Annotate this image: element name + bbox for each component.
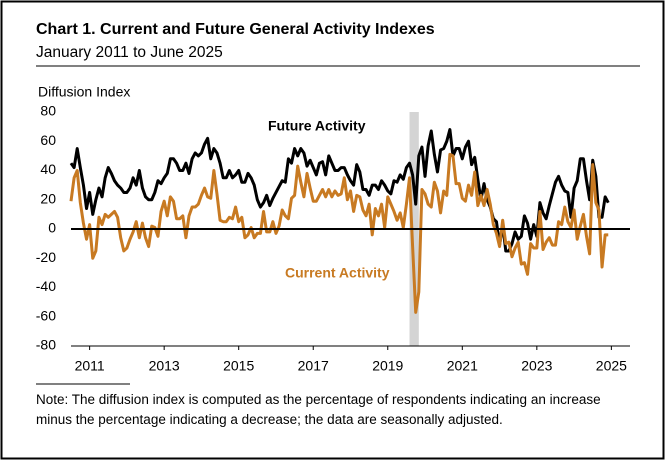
x-tick-label: 2021 bbox=[447, 358, 478, 374]
x-tick-label: 2015 bbox=[223, 358, 254, 374]
x-tick-label: 2025 bbox=[596, 358, 627, 374]
y-tick-label: 80 bbox=[40, 103, 56, 119]
x-tick-label: 2017 bbox=[298, 358, 329, 374]
x-tick-label: 2019 bbox=[372, 358, 403, 374]
x-tick-label: 2023 bbox=[521, 358, 552, 374]
series-line bbox=[69, 152, 609, 314]
y-tick-label: 40 bbox=[40, 161, 56, 177]
x-tick-label: 2011 bbox=[75, 358, 105, 374]
y-axis-label: Diffusion Index bbox=[38, 84, 130, 100]
series-label: Current Activity bbox=[285, 265, 390, 281]
y-tick-label: -20 bbox=[36, 249, 56, 265]
y-tick-label: -40 bbox=[36, 278, 56, 294]
series-line bbox=[69, 128, 610, 253]
y-tick-label: 0 bbox=[48, 220, 56, 236]
y-tick-label: 20 bbox=[40, 190, 56, 206]
chart-subtitle: January 2011 to June 2025 bbox=[36, 44, 223, 61]
x-tick-label: 2013 bbox=[149, 358, 180, 374]
note: Note: The diffusion index is computed as… bbox=[36, 392, 601, 427]
chart-title: Chart 1. Current and Future General Acti… bbox=[36, 21, 435, 38]
series-label: Future Activity bbox=[268, 118, 366, 134]
y-tick-label: -80 bbox=[36, 337, 56, 353]
y-tick-label: -60 bbox=[36, 307, 56, 323]
y-tick-label: 60 bbox=[40, 132, 56, 148]
